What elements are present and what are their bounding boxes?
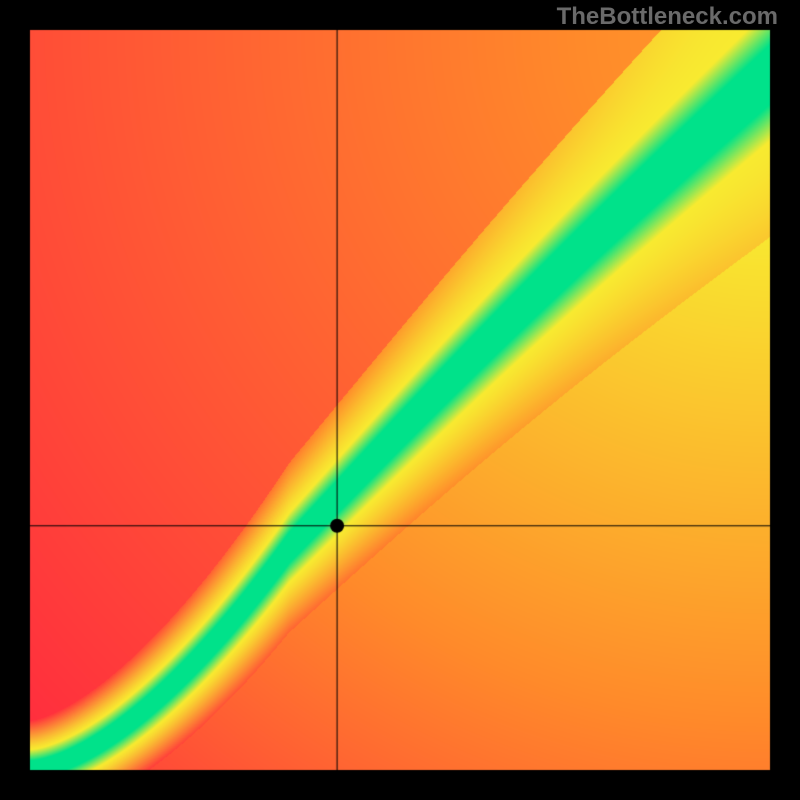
- chart-container: TheBottleneck.com: [0, 0, 800, 800]
- bottleneck-heatmap: [0, 0, 800, 800]
- watermark-text: TheBottleneck.com: [557, 3, 778, 31]
